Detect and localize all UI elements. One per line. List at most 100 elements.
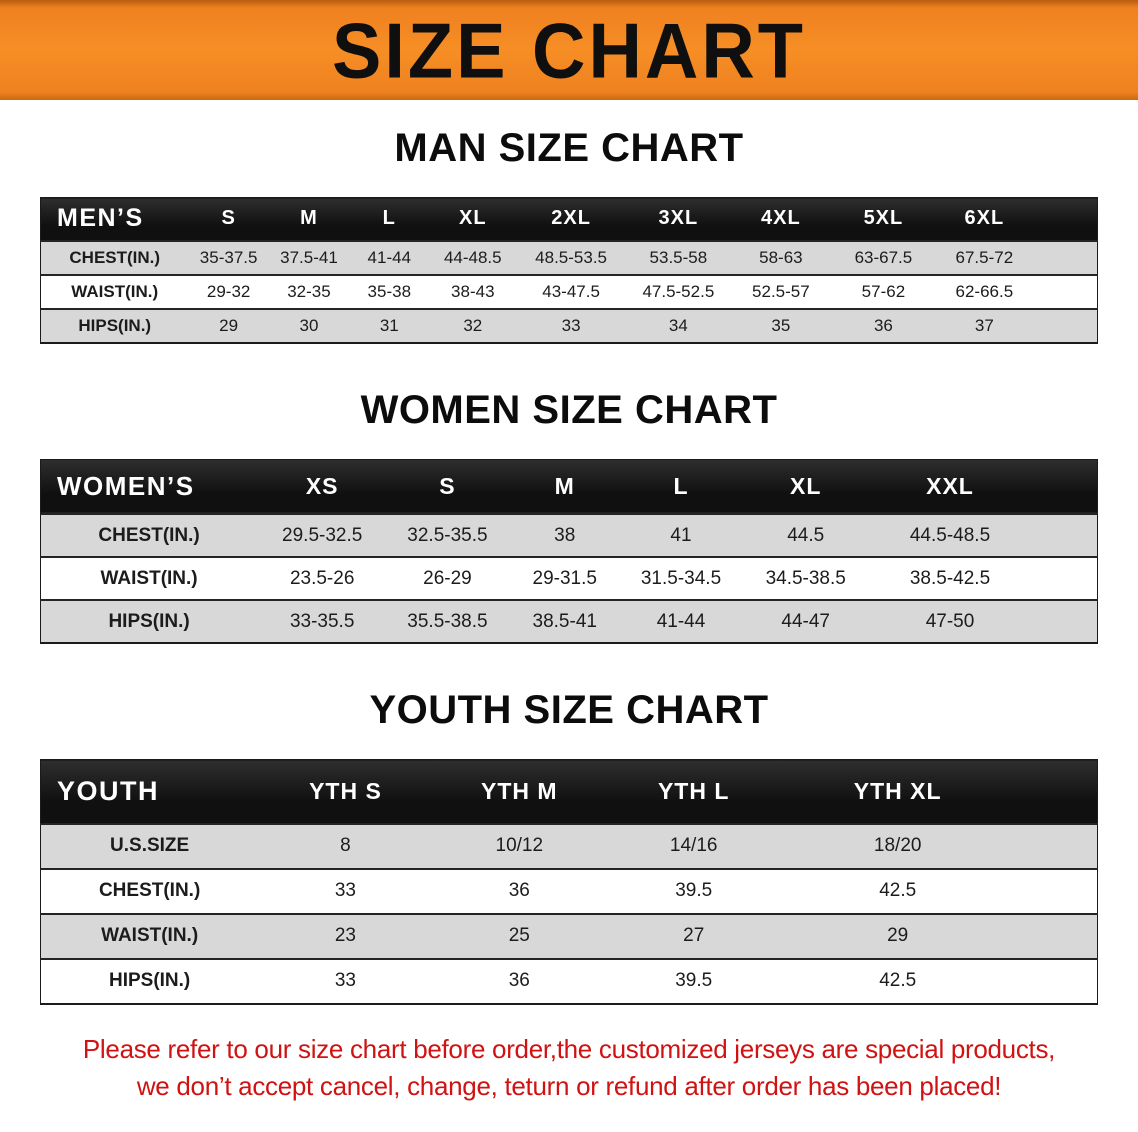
size-value-cell: 53.5-58	[649, 247, 708, 267]
size-value-cell: 58-63	[759, 247, 803, 267]
size-value-cell: 36	[873, 315, 893, 335]
row-label-cell: WAIST(IN.)	[100, 567, 198, 589]
youth-size-chart-section: YOUTH SIZE CHART YOUTH YTH S YTH M YTH L YTH…	[0, 688, 1138, 1005]
size-table-row: WAIST(IN.) 23.5-26 26-29 29-31.5 31.5-34.5 34…	[40, 557, 1098, 600]
row-label-cell: U.S.SIZE	[110, 835, 190, 856]
size-value-cell: 32	[463, 315, 483, 335]
women-section-heading: WOMEN SIZE CHART	[360, 387, 778, 432]
size-value-cell: 37.5-41	[280, 247, 338, 267]
row-label-cell: HIPS(IN.)	[108, 970, 191, 991]
spacer-cell	[1029, 600, 1098, 643]
size-column-header: 5XL	[831, 197, 936, 241]
size-value-cell: 57-62	[861, 281, 906, 301]
size-value-cell: 32-35	[287, 281, 331, 301]
spacer-cell	[1033, 241, 1098, 275]
size-value-cell: 33	[334, 970, 356, 991]
spacer-cell	[1033, 275, 1098, 309]
size-column-header: L	[349, 197, 430, 241]
table-title-cell: WOMEN’S	[40, 459, 258, 514]
spacer-cell	[1029, 557, 1098, 600]
spacer-cell	[1014, 824, 1098, 869]
size-column-header: 6XL	[935, 197, 1033, 241]
spacer-cell	[1029, 514, 1098, 557]
size-column-header: XL	[429, 197, 517, 241]
row-label-cell: CHEST(IN.)	[98, 524, 200, 546]
size-value-cell: 33	[561, 315, 581, 335]
size-value-cell: 31.5-34.5	[640, 567, 722, 589]
size-table-row: CHEST(IN.) 33 36 39.5 42.5	[40, 868, 1098, 914]
size-value-cell: 34.5-38.5	[765, 567, 846, 589]
size-column-header: XXL	[871, 459, 1029, 514]
page-title: SIZE CHART	[332, 6, 806, 94]
youth-section-heading: YOUTH SIZE CHART	[369, 688, 769, 732]
size-table-row: HIPS(IN.) 29 30 31 32 33 34 35 36 37	[40, 308, 1098, 343]
size-value-cell: 43-47.5	[542, 281, 600, 301]
size-value-cell: 36	[508, 970, 530, 991]
notice-line-1: Please refer to our size chart before or…	[82, 1033, 1056, 1064]
row-label-cell: CHEST(IN.)	[69, 247, 161, 267]
row-label-cell: WAIST(IN.)	[71, 281, 159, 301]
size-value-cell: 41-44	[656, 610, 706, 632]
notice-line-2: we don’t accept cancel, change, teturn o…	[136, 1071, 1002, 1102]
order-notice: Please refer to our size chart before or…	[0, 1031, 1138, 1106]
size-value-cell: 44-48.5	[443, 247, 502, 267]
women-size-chart-section: WOMEN SIZE CHART WOMEN’S XS S M L XL XXL CHEST(…	[0, 387, 1138, 644]
men-size-table: MEN’S S M L XL 2XL 3XL 4XL 5XL 6XL CHEST(IN.) 35-37…	[40, 197, 1098, 344]
size-value-cell: 29-32	[206, 281, 251, 301]
size-value-cell: 18/20	[873, 835, 922, 856]
size-column-header: S	[387, 459, 508, 514]
size-column-header: XL	[740, 459, 872, 514]
size-column-header: YTH XL	[781, 759, 1014, 824]
spacer-cell	[1014, 914, 1098, 959]
table-title-cell: YOUTH	[40, 759, 259, 824]
size-table-row: CHEST(IN.) 29.5-32.5 32.5-35.5 38 41 44.5 44.5…	[40, 514, 1098, 557]
size-value-cell: 30	[299, 315, 319, 335]
youth-size-table: YOUTH YTH S YTH M YTH L YTH XL U.S.SIZE 8 10/12…	[40, 759, 1098, 1005]
size-value-cell: 38.5-42.5	[909, 567, 991, 589]
size-value-cell: 35.5-38.5	[407, 610, 488, 632]
size-column-header: S	[188, 197, 269, 241]
size-value-cell: 25	[508, 925, 530, 946]
size-value-cell: 41	[670, 524, 692, 546]
spacer-cell	[1013, 759, 1098, 824]
size-value-cell: 35-37.5	[199, 247, 258, 267]
size-value-cell: 23	[334, 925, 356, 946]
size-table-row: HIPS(IN.) 33-35.5 35.5-38.5 38.5-41 41-44 44-…	[40, 600, 1098, 643]
spacer-cell	[1028, 459, 1098, 514]
size-column-header: YTH M	[432, 759, 606, 824]
size-value-cell: 44.5	[787, 524, 825, 546]
spacer-cell	[1014, 959, 1098, 1004]
size-column-header: 2XL	[516, 197, 627, 241]
size-value-cell: 29.5-32.5	[282, 524, 363, 546]
spacer-cell	[1033, 309, 1098, 343]
size-value-cell: 44-47	[781, 610, 831, 632]
size-value-cell: 14/16	[669, 835, 718, 856]
size-value-cell: 47-50	[925, 610, 975, 632]
size-value-cell: 31	[379, 315, 399, 335]
size-value-cell: 34	[668, 315, 688, 335]
men-size-chart-section: MAN SIZE CHART MEN’S S M L XL 2XL 3XL 4XL 5XL 6XL…	[0, 126, 1138, 344]
size-value-cell: 26-29	[423, 567, 472, 589]
size-value-cell: 42.5	[879, 970, 917, 991]
men-section-heading: MAN SIZE CHART	[394, 126, 744, 170]
size-table-row: HIPS(IN.) 33 36 39.5 42.5	[40, 958, 1098, 1004]
size-value-cell: 35	[771, 315, 791, 335]
size-column-header: YTH L	[605, 759, 782, 824]
row-label-cell: HIPS(IN.)	[108, 610, 190, 632]
size-value-cell: 41-44	[367, 247, 412, 267]
size-table-row: WAIST(IN.) 29-32 32-35 35-38 38-43 43-47.5 47.…	[40, 274, 1098, 309]
size-table-row: WAIST(IN.) 23 25 27 29	[40, 913, 1098, 959]
size-value-cell: 38	[554, 524, 576, 546]
size-value-cell: 8	[340, 835, 351, 856]
size-value-cell: 29	[887, 925, 909, 946]
size-value-cell: 33	[334, 880, 356, 901]
size-value-cell: 29	[219, 315, 239, 335]
size-value-cell: 62-66.5	[955, 281, 1014, 301]
size-value-cell: 67.5-72	[955, 247, 1014, 267]
row-label-cell: HIPS(IN.)	[78, 315, 152, 335]
size-value-cell: 10/12	[495, 835, 544, 856]
size-value-cell: 36	[508, 880, 530, 901]
size-value-cell: 48.5-53.5	[535, 247, 607, 267]
size-column-header: L	[621, 459, 741, 514]
